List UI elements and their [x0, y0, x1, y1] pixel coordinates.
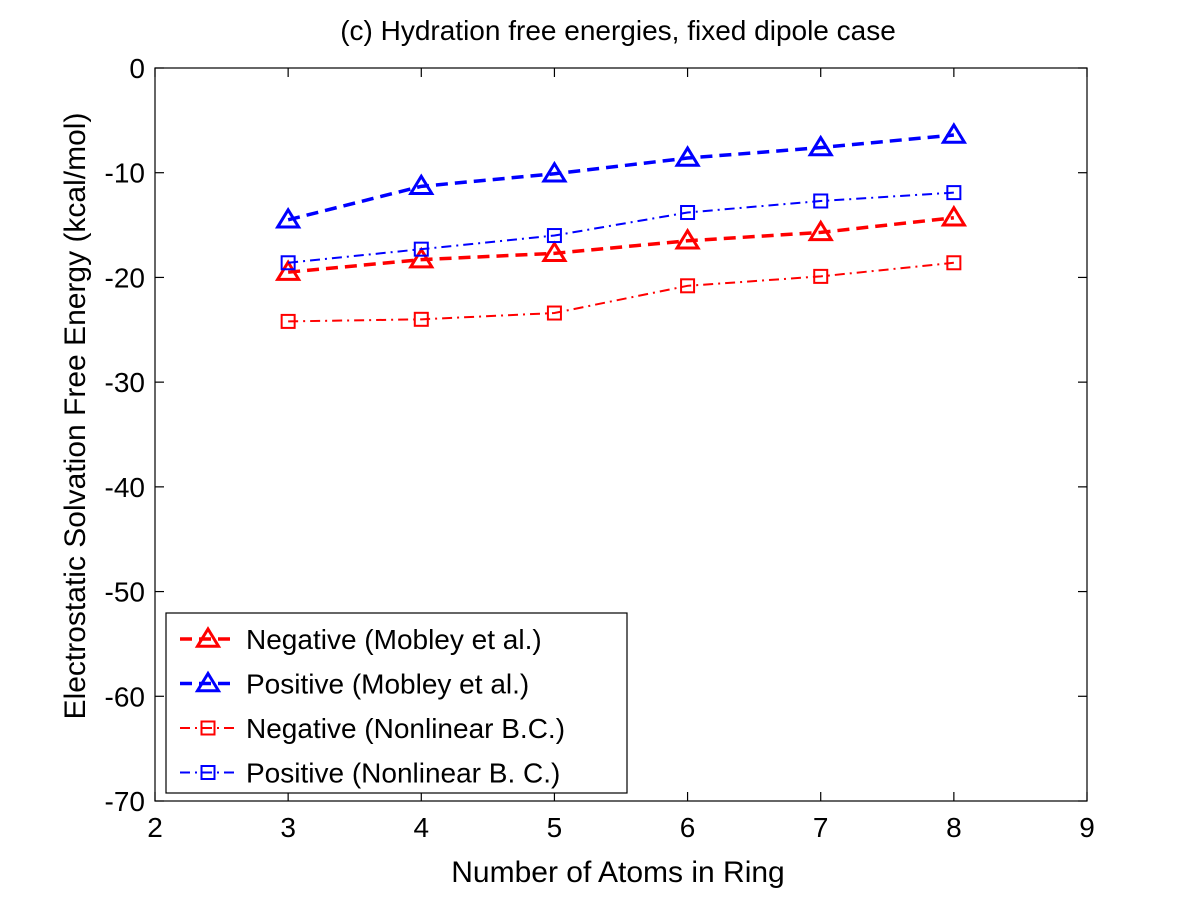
x-tick-label: 7	[813, 812, 829, 843]
x-tick-label: 6	[680, 812, 696, 843]
data-point-square	[680, 205, 696, 221]
data-point-square	[680, 278, 696, 294]
data-point-triangle	[940, 204, 968, 227]
legend-entry: Positive (Nonlinear B. C.)	[180, 758, 560, 789]
x-tick-label: 9	[1079, 812, 1095, 843]
data-point-square	[546, 305, 562, 321]
data-point-triangle	[274, 206, 302, 229]
x-tick-label: 8	[946, 812, 962, 843]
x-axis-label: Number of Atoms in Ring	[451, 856, 784, 889]
axis-ticks: 2 3 4 5 6 7 8 9 0 -10 -20 -30 -40 -50 -60 -70	[105, 53, 1095, 843]
data-point-triangle	[541, 160, 568, 183]
data-point-triangle	[807, 134, 834, 157]
data-point-triangle	[541, 240, 568, 263]
data-point-triangle	[674, 227, 701, 250]
x-tick-label: 2	[147, 812, 163, 843]
y-tick-label: -70	[105, 786, 145, 817]
y-tick-label: -60	[105, 681, 145, 712]
y-tick-label: -10	[105, 158, 145, 189]
legend-entry: Positive (Mobley et al.)	[180, 669, 529, 700]
series-4	[280, 185, 962, 271]
series-line	[288, 261, 954, 323]
data-point-square	[813, 268, 829, 284]
data-point-triangle	[194, 626, 222, 648]
series-layer	[274, 122, 968, 329]
legend-entry: Negative (Nonlinear B.C.)	[180, 713, 565, 744]
legend-box	[165, 612, 628, 794]
series-2	[274, 122, 968, 229]
legend-label: Positive (Nonlinear B. C.)	[246, 758, 560, 789]
y-tick-label: -50	[105, 577, 145, 608]
legend: Negative (Mobley et al.) Positive (Mobley…	[165, 612, 628, 794]
data-point-square	[200, 765, 216, 780]
x-tick-label: 5	[547, 812, 563, 843]
data-point-square	[413, 311, 429, 327]
series-line	[287, 133, 955, 222]
legend-label: Negative (Nonlinear B.C.)	[246, 713, 565, 744]
data-point-square	[946, 255, 962, 271]
data-point-triangle	[194, 670, 222, 693]
series-3	[280, 255, 962, 329]
data-point-square	[813, 193, 829, 209]
series-1	[274, 204, 968, 281]
data-point-triangle	[274, 259, 302, 281]
data-point-triangle	[807, 219, 834, 242]
data-point-square	[280, 255, 296, 271]
legend-label: Negative (Mobley et al.)	[246, 624, 542, 655]
data-point-triangle	[940, 122, 968, 144]
legend-label: Positive (Mobley et al.)	[246, 669, 529, 700]
y-tick-label: -40	[105, 472, 145, 503]
legend-entry: Negative (Mobley et al.)	[180, 624, 542, 655]
data-point-square	[946, 185, 962, 201]
data-point-triangle	[408, 246, 435, 269]
series-line	[288, 191, 954, 264]
data-point-triangle	[408, 173, 435, 196]
x-tick-label: 4	[413, 812, 429, 843]
chart-title: (c) Hydration free energies, fixed dipol…	[340, 15, 896, 46]
data-point-square	[200, 720, 216, 736]
data-point-triangle	[674, 145, 701, 167]
y-axis-label: Electrostatic Solvation Free Energy (kca…	[59, 113, 92, 720]
y-tick-label: 0	[129, 53, 145, 84]
data-point-square	[546, 228, 562, 244]
plot-area-frame	[154, 67, 1088, 802]
data-point-square	[413, 241, 429, 257]
data-point-square	[280, 313, 296, 329]
series-line	[287, 216, 955, 274]
y-tick-label: -30	[105, 367, 145, 398]
x-tick-label: 3	[280, 812, 296, 843]
y-tick-label: -20	[105, 262, 145, 293]
